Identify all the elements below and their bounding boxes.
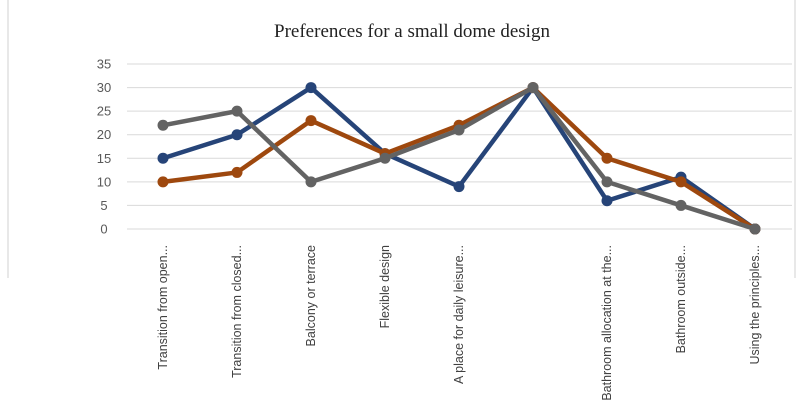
data-point xyxy=(157,176,169,188)
y-tick-label: 20 xyxy=(97,127,111,142)
data-point xyxy=(305,176,317,188)
x-tick-label: Using the principles... xyxy=(748,245,762,365)
y-tick-label: 15 xyxy=(97,151,111,166)
data-point xyxy=(231,129,243,141)
x-tick-label: Flexible design xyxy=(378,245,392,328)
data-point xyxy=(305,82,317,94)
data-point xyxy=(379,152,391,164)
x-tick-label: Bathroom outside... xyxy=(674,245,688,353)
y-tick-label: 30 xyxy=(97,80,111,95)
data-point xyxy=(305,115,317,127)
data-point xyxy=(453,124,465,136)
data-point xyxy=(231,166,243,178)
data-point xyxy=(601,176,613,188)
data-point xyxy=(527,82,539,94)
series-3 xyxy=(157,82,761,235)
x-tick-label: A place for daily leisure... xyxy=(452,245,466,384)
data-point xyxy=(675,176,687,188)
data-point xyxy=(601,195,613,207)
x-tick-label: Bathroom allocation at the... xyxy=(600,245,614,401)
y-axis-ticks: 0 5 10 15 20 25 30 35 xyxy=(97,57,111,237)
data-point xyxy=(231,105,243,117)
data-point xyxy=(453,181,465,193)
y-tick-label: 10 xyxy=(97,174,111,189)
data-point xyxy=(157,152,169,164)
x-tick-label: Transition from closed... xyxy=(230,245,244,378)
data-point xyxy=(749,223,761,235)
data-point xyxy=(601,152,613,164)
series-lines xyxy=(157,82,761,235)
x-axis-ticks: Transition from open... Transition from c… xyxy=(156,245,762,401)
x-tick-label: Balcony or terrace xyxy=(304,245,318,346)
y-tick-label: 5 xyxy=(100,198,107,213)
chart-title: Preferences for a small dome design xyxy=(274,21,550,42)
data-point xyxy=(675,199,687,211)
y-tick-label: 25 xyxy=(97,104,111,119)
data-point xyxy=(157,119,169,131)
y-tick-label: 0 xyxy=(100,222,107,237)
y-tick-label: 35 xyxy=(97,57,111,72)
x-tick-label: Transition from open... xyxy=(156,245,170,370)
